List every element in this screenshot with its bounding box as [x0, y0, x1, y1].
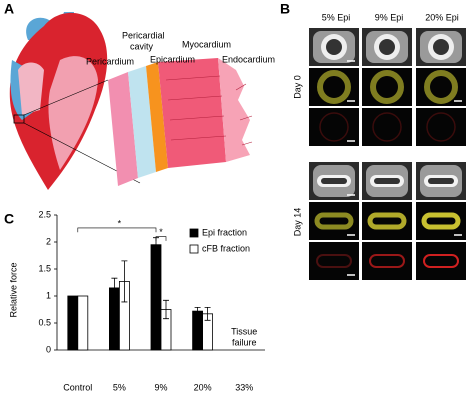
image-cell: [416, 108, 466, 146]
y-tick-label: 2.5: [38, 209, 51, 219]
bar: [77, 295, 89, 351]
annotation: failure: [232, 337, 257, 347]
fluor-ring: [423, 254, 459, 268]
image-cell: [309, 108, 359, 146]
fluor-ring: [370, 70, 404, 104]
x-tick-label: 33%: [235, 382, 253, 392]
error-bar: [163, 299, 169, 320]
x-tick-label: 20%: [194, 382, 212, 392]
tissue-hole: [374, 178, 400, 184]
fluor-ring: [421, 212, 461, 230]
fluor-ring: [372, 112, 402, 142]
fluor-ring: [424, 70, 458, 104]
tissue-hole: [433, 39, 449, 55]
layer-label: Pericardium: [86, 56, 134, 66]
bar: [150, 244, 162, 351]
layer-label: cavity: [130, 41, 154, 51]
significance-bracket: [155, 236, 167, 241]
fluor-ring: [317, 70, 351, 104]
fluor-ring: [316, 254, 352, 268]
bar: [192, 310, 204, 351]
y-tick-label: 0: [46, 344, 51, 354]
fluor-ring: [369, 254, 405, 268]
y-tick-label: 1.5: [38, 263, 51, 273]
legend-swatch: [189, 228, 199, 238]
tissue-hole: [326, 39, 342, 55]
significance-bracket: [77, 227, 157, 233]
layer-label: Pericardial: [122, 30, 165, 40]
x-tick-label: Control: [63, 382, 92, 392]
y-axis-label: Relative force: [8, 262, 18, 317]
fluor-ring: [367, 212, 407, 230]
panel-label: B: [280, 1, 290, 17]
y-tick-label: 0.5: [38, 317, 51, 327]
error-bar: [111, 277, 118, 299]
panel-label: A: [4, 1, 14, 17]
layer-label: Endocardium: [222, 54, 275, 64]
fluor-ring: [426, 112, 456, 142]
significance-star: *: [159, 227, 163, 237]
bar-chart: 0 0.5 1 1.5 2 2.5 Control 5% 9% 20% 33% * * Tissuefai…: [38, 209, 265, 392]
row-label: Day 0: [292, 75, 302, 99]
y-tick-label: 1: [46, 290, 51, 300]
annotation: Tissue: [231, 326, 257, 336]
significance-star: *: [118, 218, 122, 228]
error-bar: [194, 306, 201, 316]
layer-label: Epicardium: [150, 54, 195, 64]
column-label: 20% Epi: [425, 12, 459, 22]
fluor-ring: [319, 112, 349, 142]
microscopy-grid: [309, 28, 466, 280]
fluor-ring: [314, 212, 354, 230]
y-tick-label: 2: [46, 236, 51, 246]
tissue-hole: [321, 178, 347, 184]
error-bar: [204, 306, 211, 321]
x-tick-label: 5%: [113, 382, 126, 392]
tissue-hole: [428, 178, 454, 184]
column-label: 5% Epi: [322, 12, 351, 22]
x-tick-label: 9%: [154, 382, 167, 392]
legend-label: cFB fraction: [202, 243, 250, 253]
bar: [67, 295, 79, 351]
tissue-hole: [379, 39, 395, 55]
column-label: 9% Epi: [375, 12, 404, 22]
image-cell: [362, 108, 412, 146]
legend-label: Epi fraction: [202, 227, 247, 237]
legend-swatch: [189, 244, 199, 254]
error-bar: [121, 260, 128, 303]
heart-illustration: [9, 12, 253, 191]
panel-label: C: [4, 211, 14, 227]
row-label: Day 14: [292, 208, 302, 237]
layer-label: Myocardium: [182, 39, 231, 49]
